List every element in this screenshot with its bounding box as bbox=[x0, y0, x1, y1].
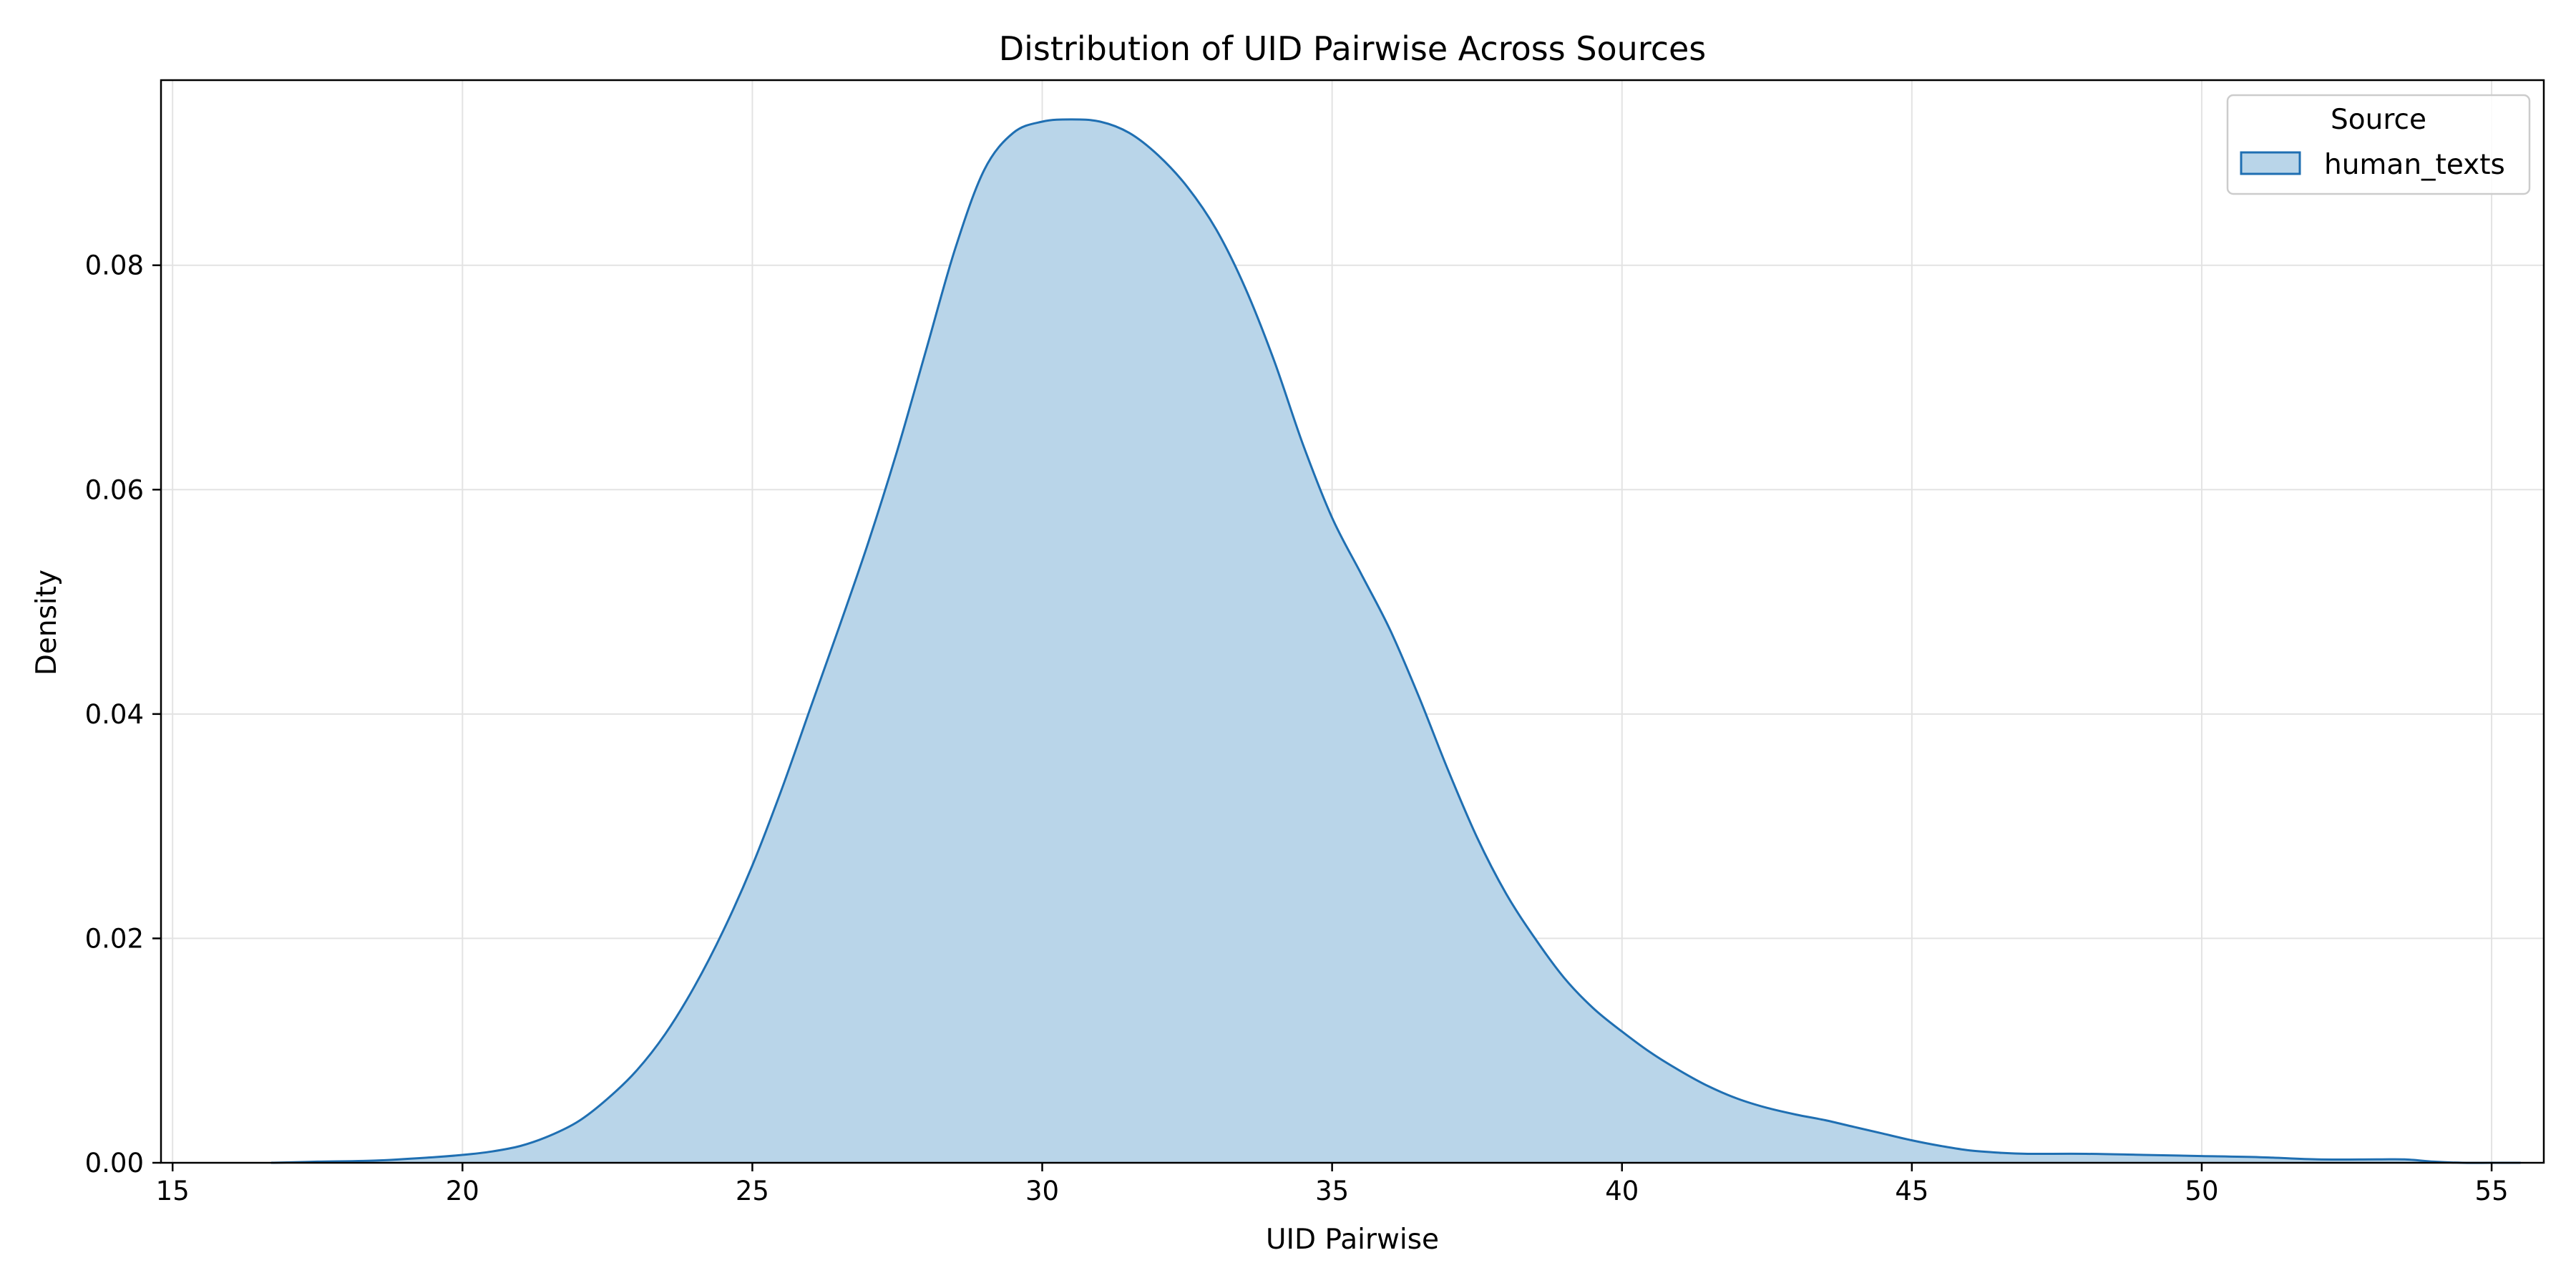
y-axis-label: Density bbox=[31, 570, 63, 675]
x-tick-label: 25 bbox=[736, 1176, 769, 1206]
legend-box bbox=[2226, 94, 2531, 195]
plot-frame bbox=[160, 79, 2545, 1164]
legend-entry-label: human_texts bbox=[2324, 149, 2505, 181]
x-tick-label: 15 bbox=[156, 1176, 190, 1206]
legend: Source human_texts bbox=[2226, 94, 2531, 195]
y-tick-label: 0.04 bbox=[85, 699, 144, 730]
x-tick-label: 20 bbox=[446, 1176, 479, 1206]
density-fill bbox=[270, 119, 2521, 1163]
y-axis-ticks: 0.00 0.02 0.04 0.06 0.08 bbox=[85, 250, 161, 1179]
x-axis-ticks: 15 20 25 30 35 40 45 50 55 bbox=[156, 1163, 2509, 1206]
x-tick-label: 55 bbox=[2475, 1176, 2509, 1206]
x-tick-label: 45 bbox=[1895, 1176, 1928, 1206]
y-tick-label: 0.02 bbox=[85, 923, 144, 954]
legend-title: Source bbox=[2331, 104, 2426, 136]
x-tick-label: 40 bbox=[1605, 1176, 1639, 1206]
legend-swatch bbox=[2240, 151, 2301, 175]
density-area bbox=[270, 118, 2521, 1164]
chart-title: Distribution of UID Pairwise Across Sour… bbox=[999, 29, 1707, 68]
y-tick-label: 0.08 bbox=[85, 250, 144, 281]
x-tick-label: 35 bbox=[1315, 1176, 1349, 1206]
x-tick-label: 30 bbox=[1025, 1176, 1059, 1206]
y-tick-label: 0.00 bbox=[85, 1148, 144, 1179]
density-line bbox=[270, 118, 2521, 1164]
x-tick-label: 50 bbox=[2185, 1176, 2218, 1206]
x-axis-label: UID Pairwise bbox=[1266, 1224, 1439, 1256]
y-tick-label: 0.06 bbox=[85, 474, 144, 505]
